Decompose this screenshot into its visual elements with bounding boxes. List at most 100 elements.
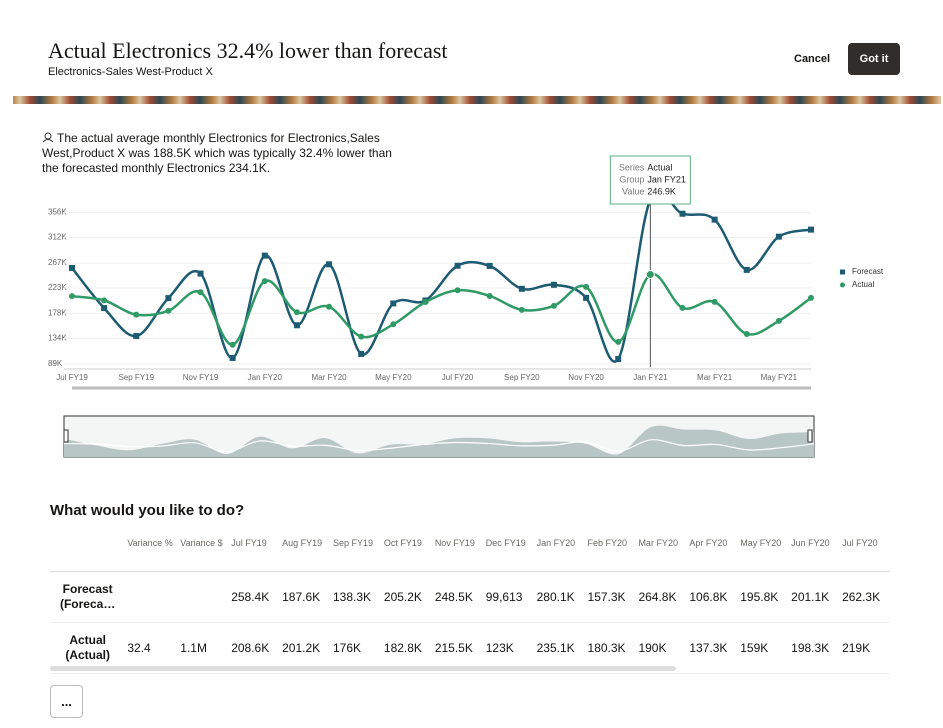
- table-row: Forecast (Foreca… 258.4K 187.6K 138.3K 205.2…: [50, 571, 890, 623]
- data-point: [293, 309, 300, 316]
- insight-body: The actual average monthly Electronics f…: [42, 131, 392, 175]
- data-point: [101, 297, 108, 304]
- data-point: [775, 317, 782, 324]
- table-cell: 138.3K: [331, 571, 382, 623]
- column-header: [50, 535, 126, 572]
- table-cell: 176K: [331, 622, 382, 674]
- table-cell: [178, 571, 230, 623]
- tooltip-label: Value: [622, 186, 644, 196]
- data-point: [808, 294, 814, 301]
- data-point: [615, 356, 622, 363]
- data-point: [711, 298, 718, 305]
- table-cell: 258.4K: [229, 571, 281, 623]
- data-point: [454, 287, 461, 294]
- data-point: [390, 321, 397, 328]
- x-tick-label: May FY20: [375, 373, 412, 382]
- series-line: [71, 189, 812, 363]
- column-header: Jul FY19: [229, 535, 281, 572]
- table-cell: 1.1M: [178, 622, 230, 674]
- column-header: Jun FY20: [789, 535, 841, 572]
- column-header: Nov FY19: [432, 535, 484, 572]
- data-point: [101, 305, 108, 312]
- table-cell: 99,613: [483, 571, 535, 623]
- x-tick-label: May FY21: [761, 373, 798, 382]
- table-cell: 219K: [840, 622, 890, 674]
- data-point: [261, 252, 268, 259]
- data-point: [454, 262, 461, 269]
- row-label: Forecast (Foreca…: [50, 571, 126, 623]
- table-cell: 201.1K: [789, 571, 841, 623]
- tooltip-value: Jan FY21: [647, 174, 686, 184]
- data-point: [358, 350, 365, 357]
- table-cell: 262.3K: [840, 571, 890, 623]
- data-point: [69, 293, 75, 300]
- table-cell: 182.8K: [381, 622, 433, 674]
- column-header: Apr FY20: [687, 535, 739, 572]
- legend-marker: [840, 269, 845, 275]
- data-point: [133, 333, 140, 340]
- column-header: Aug FY19: [280, 535, 331, 572]
- data-point: [583, 294, 590, 301]
- dialog-title: Actual Electronics 32.4% lower than fore…: [48, 38, 448, 63]
- x-tick-label: Jul FY20: [442, 373, 474, 382]
- table-cell: 208.6K: [229, 622, 281, 674]
- table-cell: 123K: [483, 622, 535, 674]
- column-header: Jul FY20: [840, 535, 890, 572]
- data-table: Variance % Variance $ Jul FY19 Aug FY19 Sep …: [50, 535, 890, 674]
- x-tick-label: Mar FY21: [697, 373, 733, 382]
- column-header: Dec FY19: [483, 535, 535, 572]
- data-point: [358, 333, 365, 340]
- tooltip-value: Actual: [647, 162, 672, 172]
- tooltip-label: Group: [619, 174, 644, 184]
- data-point: [69, 264, 75, 271]
- y-tick-label: 89K: [48, 359, 63, 368]
- column-header: Variance %: [125, 535, 179, 572]
- y-tick-label: 312K: [48, 233, 67, 242]
- y-tick-label: 134K: [48, 334, 67, 343]
- data-point: [711, 216, 718, 223]
- column-header: Mar FY20: [636, 535, 688, 572]
- overview-handle: [63, 429, 69, 443]
- y-tick-label: 267K: [48, 258, 67, 267]
- column-header: May FY20: [738, 535, 790, 572]
- data-point: [615, 338, 622, 345]
- table-cell: 157.3K: [585, 571, 637, 623]
- tooltip-value: 246.9K: [647, 186, 676, 196]
- data-point: [229, 354, 236, 361]
- header-row: Variance % Variance $ Jul FY19 Aug FY19 Sep …: [50, 535, 890, 572]
- table-cell: 159K: [738, 622, 790, 674]
- data-point: [743, 330, 750, 337]
- x-tick-label: Jul FY19: [56, 373, 88, 382]
- legend-label: Forecast: [852, 267, 884, 276]
- table-cell: 201.2K: [280, 622, 331, 674]
- overview-area: [64, 425, 814, 457]
- section-title: What would you like to do?: [50, 502, 245, 519]
- table-cell: 264.8K: [636, 571, 688, 623]
- table-scrollbar[interactable]: [50, 666, 676, 671]
- data-point: [133, 311, 140, 318]
- y-tick-label: 223K: [48, 283, 67, 292]
- cancel-button[interactable]: Cancel: [794, 53, 831, 65]
- data-point: [326, 261, 333, 268]
- y-tick-label: 356K: [48, 208, 67, 217]
- confirm-button[interactable]: Got it: [848, 43, 900, 75]
- chart: 89K 134K 178K 223K 267K 312K 356K Jul FY19 Sep F…: [13, 96, 941, 458]
- data-point: [165, 295, 172, 302]
- more-button[interactable]: ...: [50, 685, 83, 718]
- data-point: [583, 283, 590, 290]
- data-point: [550, 281, 557, 288]
- data-point: [679, 304, 686, 311]
- data-point: [261, 278, 268, 285]
- table-cell: 32.4: [125, 622, 179, 674]
- decorative-banner: [13, 96, 941, 104]
- insight-icon: [42, 132, 54, 143]
- x-tick-label: Jan FY21: [633, 373, 668, 382]
- table-cell: 280.1K: [534, 571, 586, 623]
- insight-text: The actual average monthly Electronics f…: [42, 131, 407, 176]
- table-container: Variance % Variance $ Jul FY19 Aug FY19 Sep …: [50, 535, 890, 674]
- column-header: Oct FY19: [381, 535, 433, 572]
- data-point: [229, 341, 236, 348]
- data-point: [518, 285, 525, 292]
- table-cell: 187.6K: [280, 571, 331, 623]
